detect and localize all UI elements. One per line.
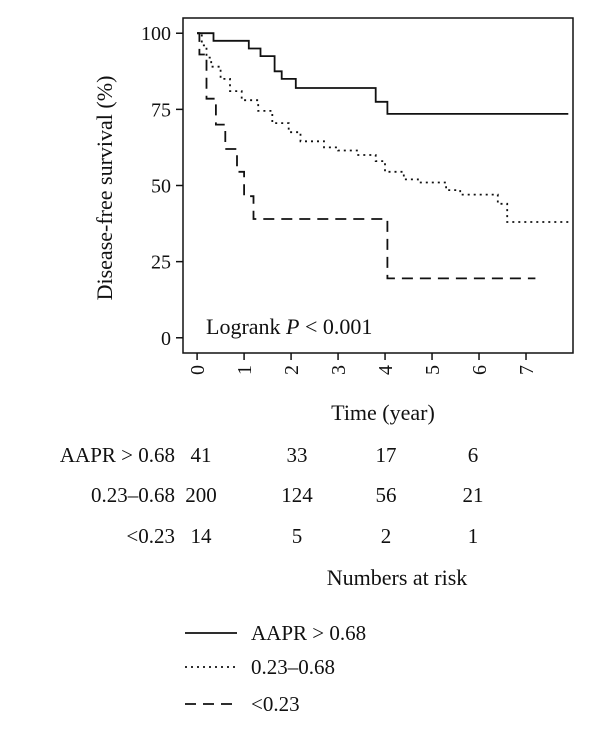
y-axis: 0 25 50 75 100: [141, 23, 183, 350]
logrank-suffix: < 0.001: [299, 314, 372, 339]
x-axis-label: Time (year): [331, 400, 435, 425]
risk-value: 17: [376, 443, 397, 467]
risk-value: 200: [185, 483, 217, 507]
y-tick-label: 50: [151, 176, 171, 198]
x-tick-label: 5: [422, 365, 444, 375]
x-tick-label: 3: [328, 365, 350, 375]
risk-row-label: 0.23–0.68: [91, 483, 175, 507]
logrank-prefix: Logrank: [206, 314, 286, 339]
risk-value: 33: [287, 443, 308, 467]
risk-value: 14: [191, 524, 213, 548]
risk-value: 6: [468, 443, 479, 467]
risk-row-label: <0.23: [126, 524, 175, 548]
logrank-p: P: [285, 314, 299, 339]
risk-value: 5: [292, 524, 303, 548]
series-line-solid: [197, 32, 569, 115]
risk-value: 41: [191, 443, 212, 467]
risk-table-title: Numbers at risk: [327, 565, 468, 590]
risk-value: 21: [463, 483, 484, 507]
y-tick-label: 100: [141, 23, 171, 45]
risk-value: 2: [381, 524, 392, 548]
x-tick-label: 0: [187, 365, 209, 375]
legend: AAPR > 0.68 0.23–0.68 <0.23: [185, 621, 366, 716]
logrank-annotation: Logrank P < 0.001: [206, 314, 372, 339]
x-tick-label: 1: [234, 365, 256, 375]
series-line-dashed: [197, 32, 536, 280]
x-tick-label: 7: [516, 365, 538, 375]
x-tick-label: 4: [375, 365, 397, 375]
series-layer: [197, 32, 569, 280]
legend-label: 0.23–0.68: [251, 655, 335, 679]
y-tick-label: 75: [151, 99, 171, 121]
x-tick-label: 2: [281, 365, 303, 375]
risk-value: 56: [376, 483, 397, 507]
legend-label: AAPR > 0.68: [251, 621, 366, 645]
risk-value: 1: [468, 524, 479, 548]
risk-row-label: AAPR > 0.68: [60, 443, 175, 467]
x-axis: 0 1 2 3 4 5 6 7: [187, 353, 538, 375]
y-tick-label: 25: [151, 252, 171, 274]
risk-table: AAPR > 0.68 41 33 17 6 0.23–0.68 200 124…: [60, 443, 484, 590]
x-tick-label: 6: [469, 365, 491, 375]
y-tick-label: 0: [161, 328, 171, 350]
plot-frame: [182, 17, 574, 354]
legend-label: <0.23: [251, 692, 300, 716]
y-axis-label: Disease-free survival (%): [92, 76, 117, 301]
risk-value: 124: [281, 483, 313, 507]
series-line-dotted: [197, 32, 569, 223]
